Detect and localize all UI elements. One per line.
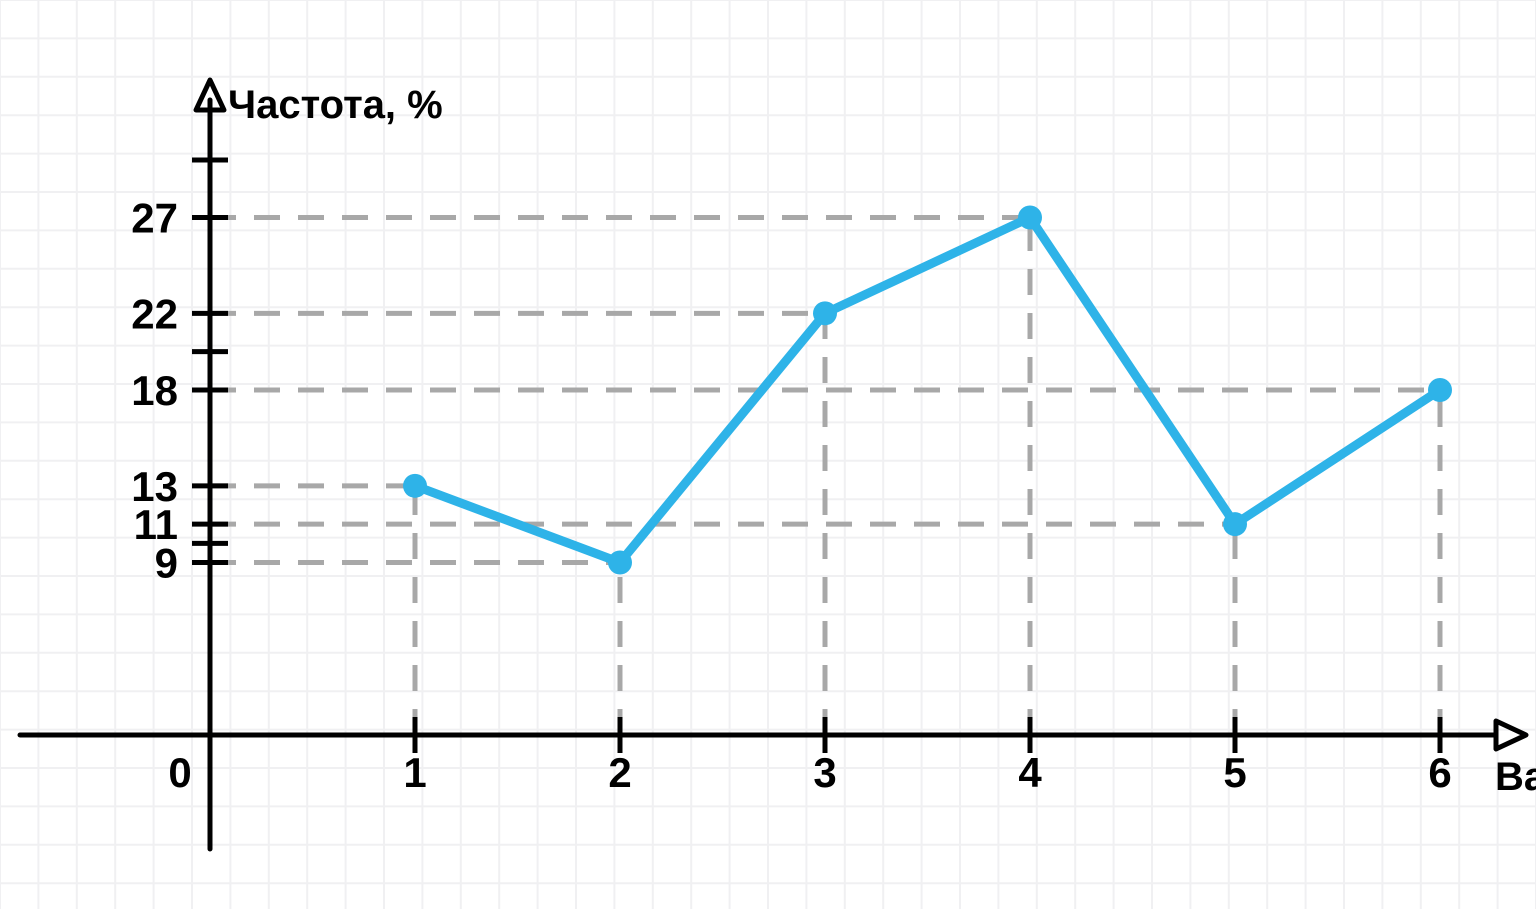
guide-lines [210, 218, 1440, 736]
chart-svg: Частота, %Вар.012345691113182227 [0, 0, 1536, 909]
frequency-line-chart: Частота, %Вар.012345691113182227 [0, 0, 1536, 909]
x-tick-label: 1 [403, 749, 426, 796]
axes [20, 80, 1526, 849]
x-axis-label: Вар. [1495, 755, 1536, 799]
y-tick-label: 22 [131, 290, 178, 337]
data-marker [1018, 206, 1042, 230]
data-marker [1223, 512, 1247, 536]
y-tick-label: 27 [131, 195, 178, 242]
y-tick-label: 13 [131, 463, 178, 510]
x-tick-label: 4 [1018, 749, 1042, 796]
x-tick-label: 2 [608, 749, 631, 796]
x-tick-label: 3 [813, 749, 836, 796]
data-marker [813, 301, 837, 325]
data-marker [1428, 378, 1452, 402]
data-marker [403, 474, 427, 498]
x-tick-label: 6 [1428, 749, 1451, 796]
y-axis-label: Частота, % [228, 83, 443, 127]
origin-label: 0 [168, 749, 191, 796]
data-marker [608, 551, 632, 575]
x-tick-label: 5 [1223, 749, 1246, 796]
minor-grid [0, 0, 1536, 909]
y-tick-label: 18 [131, 367, 178, 414]
